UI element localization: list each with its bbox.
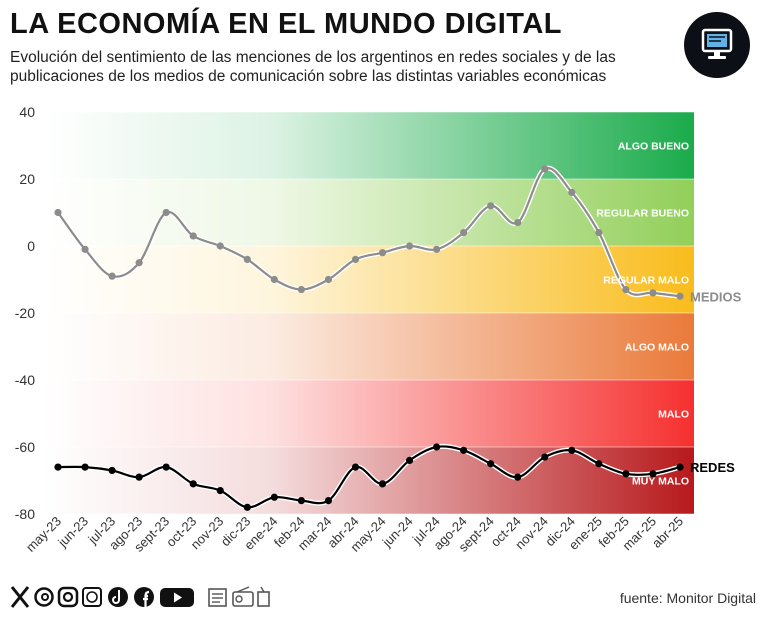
data-point [405, 456, 414, 464]
data-point [81, 463, 89, 471]
data-point [324, 497, 333, 505]
page-title: LA ECONOMÍA EN EL MUNDO DIGITAL [10, 8, 562, 40]
data-point [676, 463, 684, 471]
y-tick-label: 20 [19, 171, 35, 187]
data-point [676, 292, 684, 300]
data-point [243, 255, 251, 263]
data-point [595, 460, 603, 468]
band-label: REGULAR MALO [603, 275, 689, 287]
facebook-icon[interactable] [134, 587, 154, 607]
data-point [378, 249, 387, 257]
x-axis-labels: may-23jun-23jul-23ago-23sept-23oct-23nov… [23, 514, 686, 555]
band-algo-malo [44, 313, 694, 380]
data-point [189, 480, 197, 488]
band-label: ALGO MALO [625, 342, 689, 354]
data-point [297, 497, 305, 505]
band-labels: ALGO BUENO REGULAR BUENO REGULAR MALO ALGO … [596, 141, 689, 488]
y-tick-label: -80 [15, 506, 35, 522]
band-label: REGULAR BUENO [596, 208, 689, 220]
series-lines [54, 165, 684, 511]
y-tick-label: -40 [15, 372, 35, 388]
data-point [460, 229, 468, 237]
data-point [270, 275, 278, 284]
data-point [54, 463, 62, 471]
brand-logo [684, 12, 750, 78]
data-point [595, 229, 603, 237]
data-point [54, 208, 62, 217]
band-label: MALO [658, 409, 689, 421]
data-point [81, 245, 89, 253]
x-icon[interactable] [10, 586, 30, 608]
data-point [216, 242, 224, 250]
series-label-redes: REDES [690, 460, 735, 475]
tiktok-icon[interactable] [108, 587, 128, 607]
gridlines [44, 111, 694, 515]
data-point [433, 443, 441, 451]
band-algo-bueno [44, 112, 694, 179]
data-point [378, 480, 387, 488]
data-point [189, 232, 197, 240]
data-point [324, 275, 333, 284]
data-point [162, 208, 170, 217]
monitor-icon [701, 28, 733, 59]
data-point [135, 259, 143, 267]
data-point [649, 289, 657, 297]
data-point [487, 202, 495, 210]
data-point [297, 285, 305, 294]
data-point [162, 463, 170, 471]
data-point [243, 503, 251, 511]
page-subtitle: Evolución del sentimiento de las mencion… [10, 49, 616, 85]
data-point [216, 486, 224, 495]
band-label: ALGO BUENO [618, 141, 689, 153]
data-point [514, 473, 522, 481]
data-point [622, 470, 630, 478]
data-point [108, 466, 116, 475]
chart-svg: 40 20 0 -20 -40 -60 -80 may-23jun-23jul-23ago-… [15, 104, 742, 555]
data-point [351, 463, 360, 471]
y-tick-label: 0 [27, 238, 35, 254]
data-point [649, 470, 657, 478]
youtube-icon[interactable] [160, 588, 194, 607]
band-muy-malo [44, 447, 694, 514]
data-point [487, 460, 495, 468]
data-point [568, 188, 576, 196]
data-point [568, 446, 576, 454]
tv-icon [257, 586, 270, 607]
band-malo [44, 380, 694, 447]
x-tick-label: abr-25 [649, 514, 686, 551]
newspaper-icon [208, 588, 227, 607]
data-point [351, 255, 360, 263]
data-point [270, 493, 278, 501]
social-icons [10, 584, 270, 610]
instagram-icon[interactable] [57, 586, 79, 608]
radio-icon [232, 586, 254, 607]
facebook-messenger-icon[interactable] [82, 587, 102, 607]
data-point [433, 245, 441, 253]
data-point [514, 218, 522, 227]
data-point [108, 272, 116, 280]
y-tick-label: 40 [19, 104, 35, 120]
x-tick-label: jun-24 [379, 514, 416, 551]
data-point [135, 473, 143, 481]
data-point [541, 165, 549, 173]
source-label: fuente: Monitor Digital [619, 590, 756, 606]
y-axis-labels: 40 20 0 -20 -40 -60 -80 [15, 104, 35, 522]
y-tick-label: -20 [15, 305, 35, 321]
series-label-medios: MEDIOS [690, 289, 742, 304]
y-tick-label: -60 [15, 439, 35, 455]
data-point [541, 453, 549, 461]
data-point [460, 446, 468, 454]
sentiment-bands [44, 112, 694, 514]
sentiment-chart: 40 20 0 -20 -40 -60 -80 may-23 jun-23 jul-23 ago-… [0, 100, 768, 570]
data-point [622, 285, 630, 294]
data-point [405, 242, 414, 250]
band-label: MUY MALO [632, 476, 689, 488]
threads-icon[interactable] [34, 587, 54, 607]
series-labels: MEDIOS REDES [690, 289, 742, 475]
x-tick-label: jun-23 [54, 514, 91, 551]
